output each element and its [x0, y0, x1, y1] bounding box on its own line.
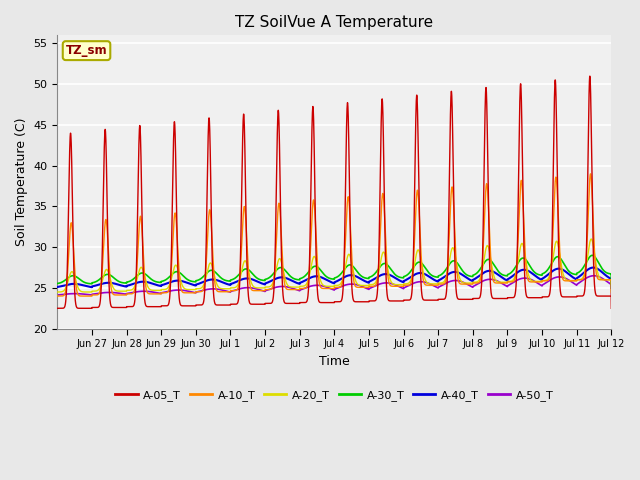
Legend: A-05_T, A-10_T, A-20_T, A-30_T, A-40_T, A-50_T: A-05_T, A-10_T, A-20_T, A-30_T, A-40_T, … [111, 385, 557, 405]
Y-axis label: Soil Temperature (C): Soil Temperature (C) [15, 118, 28, 246]
X-axis label: Time: Time [319, 355, 349, 368]
Title: TZ SoilVue A Temperature: TZ SoilVue A Temperature [236, 15, 433, 30]
Text: TZ_sm: TZ_sm [66, 44, 108, 57]
